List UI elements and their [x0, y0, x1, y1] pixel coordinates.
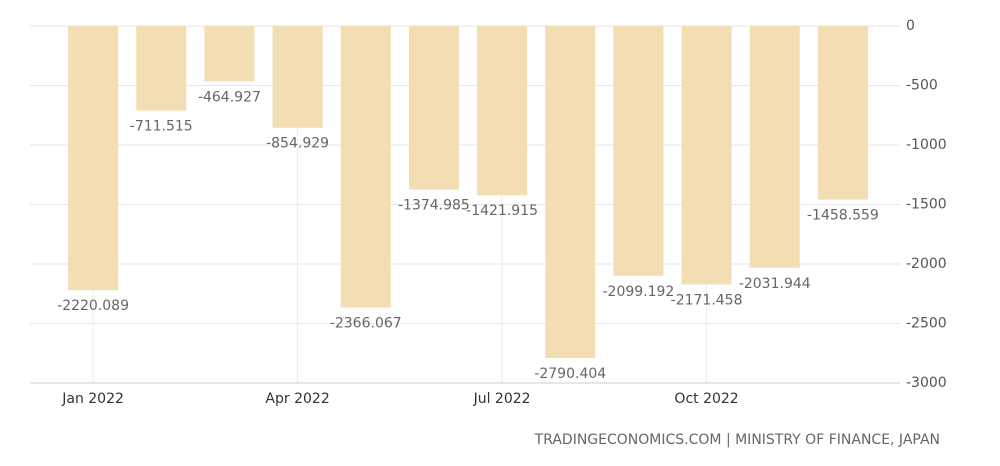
- y-tick-label: -3000: [906, 375, 947, 391]
- y-tick-label: -2000: [906, 256, 947, 272]
- value-label: -711.515: [130, 119, 193, 135]
- x-tick-label: Oct 2022: [674, 391, 738, 407]
- bar: [545, 26, 596, 359]
- bar: [477, 26, 528, 196]
- bar: [613, 26, 664, 276]
- x-tick-label: Apr 2022: [265, 391, 329, 407]
- bar: [136, 26, 187, 111]
- value-label: -1374.985: [398, 198, 470, 214]
- value-label: -2220.089: [57, 298, 129, 314]
- bar: [817, 26, 868, 200]
- value-label: -2099.192: [602, 284, 674, 300]
- bar: [68, 26, 119, 291]
- bar: [204, 26, 255, 82]
- value-label: -2366.067: [330, 316, 402, 332]
- bar: [681, 26, 732, 285]
- y-tick-label: -2500: [906, 316, 947, 332]
- bar: [340, 26, 391, 308]
- value-label: -464.927: [198, 89, 261, 105]
- value-label: -2790.404: [534, 366, 606, 382]
- bar: [408, 26, 459, 190]
- value-label: -2171.458: [671, 292, 743, 308]
- source: TRADINGECONOMICS.COM | MINISTRY OF FINAN…: [534, 432, 940, 448]
- x-tick-label: Jul 2022: [473, 391, 531, 407]
- value-label: -1421.915: [466, 203, 538, 219]
- y-tick-label: -1500: [906, 197, 947, 213]
- y-tick-label: -500: [906, 78, 938, 94]
- bar: [272, 26, 323, 128]
- value-label: -854.929: [266, 136, 329, 152]
- bar: [749, 26, 800, 268]
- y-tick-label: -1000: [906, 137, 947, 153]
- value-label: -2031.944: [739, 276, 811, 292]
- value-label: -1458.559: [807, 208, 879, 224]
- y-tick-label: 0: [906, 18, 915, 34]
- x-tick-label: Jan 2022: [61, 391, 124, 407]
